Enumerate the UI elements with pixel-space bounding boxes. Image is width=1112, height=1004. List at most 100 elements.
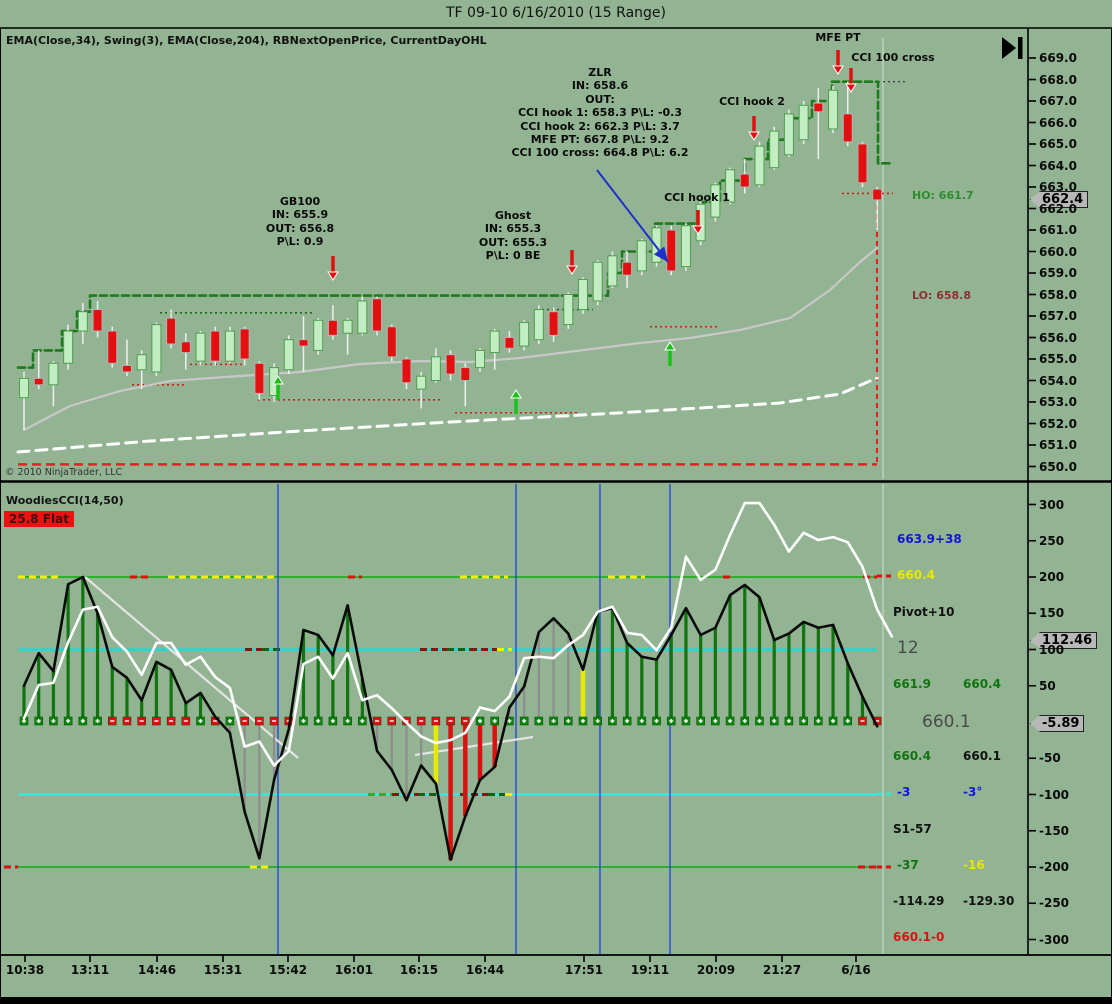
- cci-value-label: 661.9: [893, 677, 931, 691]
- price-axis-label: 657.0: [1039, 309, 1077, 323]
- candle-body: [680, 225, 691, 268]
- candle-body: [210, 330, 221, 362]
- candle-body: [710, 184, 721, 218]
- sell-arrow-icon: [566, 265, 578, 275]
- copyright-label: © 2010 NinjaTrader, LLC: [5, 467, 123, 478]
- candle-body: [19, 377, 29, 399]
- candle-body: [92, 309, 103, 332]
- cci-axis-label: -300: [1039, 932, 1070, 947]
- zlr-pointer-arrowhead: [653, 246, 668, 262]
- cci-value-tag: 112.46: [1030, 632, 1098, 649]
- time-axis-label: 16:15: [399, 963, 439, 977]
- zlr-pointer-arrow: [596, 169, 669, 263]
- candle-body: [121, 364, 132, 373]
- candle-body: [401, 358, 412, 384]
- cci-value-label: -3: [897, 785, 911, 799]
- last-price-tag: 662.4: [1030, 191, 1089, 208]
- candle-body: [48, 362, 59, 386]
- window-title: TF 09-10 6/16/2010 (15 Range): [446, 5, 666, 21]
- price-axis-label: 650.0: [1039, 459, 1077, 474]
- candle-body: [563, 294, 574, 326]
- cci-value-label: 663.9+38: [897, 532, 962, 546]
- price-axis-label: 651.0: [1039, 438, 1077, 452]
- cci-value-label: -114.29: [893, 894, 945, 908]
- low-of-day-label: LO: 658.8: [912, 289, 971, 302]
- candle-body: [416, 375, 427, 390]
- cci-line: [22, 575, 879, 862]
- go-to-end-icon[interactable]: [1018, 37, 1023, 59]
- turbo-value-tag: -5.89: [1030, 715, 1085, 732]
- candle-body: [224, 330, 235, 362]
- candle-body: [872, 188, 883, 201]
- candle-body: [298, 339, 309, 347]
- cci-axis-label: -250: [1039, 896, 1070, 911]
- time-axis-label: 15:42: [268, 963, 308, 977]
- sell-arrow-icon: [832, 65, 844, 75]
- candle-body: [283, 339, 294, 371]
- label-mfe-pt: MFE PT: [815, 31, 861, 44]
- cci-value-label: -37: [897, 858, 919, 872]
- time-axis-label: 17:51: [564, 963, 604, 977]
- candle-body: [842, 113, 853, 143]
- sell-arrow-icon: [327, 271, 339, 281]
- candle-body: [313, 319, 324, 351]
- cci-axis-label: -200: [1039, 860, 1070, 874]
- trade-summary-ghost: Ghost IN: 655.3 OUT: 655.3 P\L: 0 BE: [478, 209, 548, 263]
- label-cci-100-cross: CCI 100 cross: [851, 51, 935, 64]
- cci-axis-label: 150: [1039, 606, 1065, 621]
- ema-204-line: [16, 376, 879, 454]
- cci-value-label: 660.4: [893, 749, 931, 763]
- candle-body: [666, 229, 677, 272]
- candle-body: [151, 324, 162, 373]
- candle-body: [327, 319, 338, 336]
- time-axis-label: 20:09: [696, 963, 736, 977]
- label-cci-hook-2: CCI hook 2: [719, 95, 785, 108]
- candle-body: [739, 173, 750, 188]
- time-axis-label: 21:27: [762, 963, 802, 977]
- candle-body: [592, 261, 603, 302]
- cci-axis-label: -50: [1039, 751, 1061, 766]
- price-axis-label: 664.0: [1039, 158, 1077, 173]
- candle-body: [504, 337, 515, 349]
- candle-body: [77, 311, 88, 332]
- candle-body: [828, 89, 839, 130]
- high-of-day-label: HO: 661.7: [912, 189, 974, 202]
- trade-summary-gb100: GB100 IN: 655.9 OUT: 656.8 P\L: 0.9: [265, 195, 335, 249]
- price-axis-label: 653.0: [1039, 395, 1077, 409]
- candle-body: [386, 326, 397, 358]
- time-axis-label: 16:01: [334, 963, 374, 977]
- candle-body: [754, 145, 765, 186]
- time-axis-label: 13:11: [70, 963, 110, 977]
- time-axis-label: 10:38: [5, 963, 45, 977]
- cci-value-label: S1-57: [893, 822, 932, 836]
- trade-summary-zlr: ZLR IN: 658.6 OUT: CCI hook 1: 658.3 P\L: -…: [511, 66, 689, 160]
- trendline-annotation: [84, 576, 299, 759]
- candle-body: [607, 255, 618, 287]
- candle-body: [695, 203, 706, 242]
- upper-indicator-label: EMA(Close,34), Swing(3), EMA(Close,204),…: [6, 34, 487, 47]
- cci-value-label: Pivot+10: [893, 605, 955, 619]
- candle-body: [460, 367, 471, 382]
- time-axis-label: 6/16: [841, 963, 871, 977]
- price-axis-label: 661.0: [1039, 223, 1077, 237]
- price-axis-label: 652.0: [1039, 416, 1077, 431]
- candle-body: [180, 341, 191, 354]
- cci-value-label: 660.1: [922, 712, 971, 732]
- cci-value-label: 660.4: [897, 568, 935, 582]
- price-axis-label: 668.0: [1039, 72, 1077, 87]
- cci-value-label: -16: [963, 858, 985, 872]
- candle-body: [254, 362, 265, 394]
- time-axis-label: 14:46: [137, 963, 177, 977]
- cci-axis-label: 100: [1039, 642, 1065, 657]
- go-to-end-icon[interactable]: [1002, 37, 1016, 59]
- cci-status-badge: 25.8 Flat: [4, 511, 74, 527]
- buy-arrow-icon: [664, 341, 676, 351]
- candle-body: [372, 298, 383, 332]
- cci-value-label: 660.1: [963, 749, 1001, 763]
- cci-axis-label: 250: [1039, 533, 1065, 548]
- cci-value-label: 660.4: [963, 677, 1001, 691]
- price-axis-label: 667.0: [1039, 94, 1077, 108]
- price-axis-label: 655.0: [1039, 352, 1077, 366]
- candle-body: [857, 143, 868, 184]
